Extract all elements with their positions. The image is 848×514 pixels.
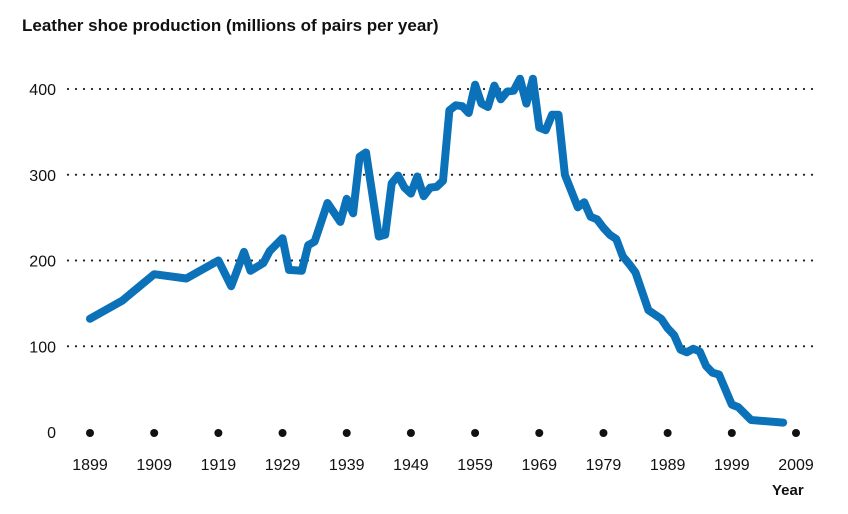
series-line (86, 74, 788, 427)
x-tick-dot (278, 429, 287, 437)
x-tick-label: 2009 (778, 457, 814, 474)
x-tick-dot (471, 429, 480, 437)
x-tick-dot (727, 429, 736, 437)
y-tick-label: 400 (29, 82, 56, 99)
x-tick-dot (599, 429, 608, 437)
x-tick-label: 1989 (650, 457, 686, 474)
x-tick-label: 1929 (265, 457, 301, 474)
x-tick-dot (150, 429, 159, 437)
y-tick-label: 300 (29, 168, 56, 185)
x-tick-dot (792, 429, 800, 437)
y-tick-label: 100 (29, 339, 56, 356)
y-tick-label: 200 (29, 254, 56, 271)
x-tick-dot (214, 429, 223, 437)
x-tick-label: 1909 (136, 457, 172, 474)
x-tick-label: 1919 (201, 457, 237, 474)
y-tick-label: 0 (47, 425, 56, 442)
x-axis-ticks: 1899 1909 1919 1929 1939 1949 1959 1969 1979 1989… (72, 429, 814, 474)
x-tick-label: 1959 (457, 457, 493, 474)
x-tick-label: 1999 (714, 457, 750, 474)
chart-title: Leather shoe production (millions of pai… (22, 16, 439, 35)
x-tick-label: 1979 (586, 457, 622, 474)
x-axis-label: Year (772, 482, 804, 499)
gridlines (66, 87, 820, 348)
x-tick-label: 1969 (521, 457, 557, 474)
x-tick-label: 1899 (72, 457, 108, 474)
y-axis-ticks: 0 100 200 300 400 (29, 82, 56, 442)
x-tick-dot (663, 429, 672, 437)
x-tick-dot (86, 429, 94, 437)
x-tick-dot (406, 429, 415, 437)
x-tick-label: 1939 (329, 457, 365, 474)
x-tick-dot (535, 429, 544, 437)
x-tick-label: 1949 (393, 457, 429, 474)
x-tick-dot (342, 429, 351, 437)
